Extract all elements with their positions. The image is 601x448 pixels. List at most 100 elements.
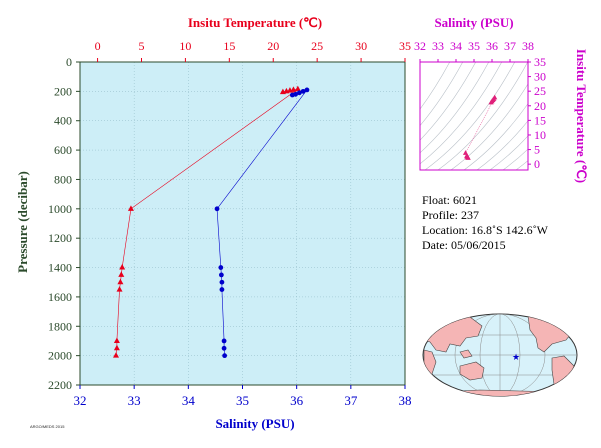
temperature-tick-label: 0 — [95, 39, 101, 53]
temperature-tick-label: 15 — [223, 39, 235, 53]
salinity-tick-label: 34 — [182, 393, 196, 408]
salinity-data-point — [218, 265, 224, 270]
temperature-data-point — [113, 337, 120, 343]
pressure-tick-label: 1800 — [48, 319, 72, 333]
salinity-data-point — [221, 345, 227, 351]
location-map: ★ — [422, 313, 578, 397]
ts-temperature-tick-label: 10 — [534, 128, 546, 142]
salinity-data-point — [222, 353, 228, 359]
density-contour — [420, 62, 503, 165]
float-location-star: ★ — [512, 353, 520, 363]
ts-salinity-tick-label: 33 — [432, 39, 444, 53]
ts-data-point — [465, 155, 471, 160]
temperature-data-point — [113, 352, 120, 358]
pressure-tick-label: 0 — [66, 55, 72, 69]
pressure-tick-label: 400 — [54, 114, 72, 128]
salinity-tick-label: 36 — [290, 393, 304, 408]
salinity-data-point — [219, 279, 225, 285]
temperature-data-point — [290, 86, 297, 92]
salinity-data-point — [304, 87, 310, 93]
pressure-tick-label: 1600 — [48, 290, 72, 304]
salinity-data-point — [218, 272, 224, 278]
density-contour — [424, 62, 516, 170]
density-contour — [420, 62, 490, 154]
ts-density-contours — [420, 62, 528, 170]
density-contour — [420, 62, 477, 141]
temperature-data-point — [127, 205, 134, 211]
density-contour — [502, 148, 528, 170]
pressure-tick-label: 1000 — [48, 202, 72, 216]
temperature-tick-label: 5 — [138, 39, 144, 53]
salinity-tick-label: 32 — [74, 393, 87, 408]
profile-plot-background — [80, 62, 405, 385]
ts-temperature-tick-label: 0 — [534, 157, 540, 171]
temperature-axis-title: Insitu Temperature (℃) — [188, 15, 322, 30]
temperature-data-point — [116, 286, 123, 292]
salinity-axis-title: Salinity (PSU) — [215, 416, 294, 431]
float-info-panel: Float: 6021 Profile: 237 Location: 16.8˚… — [422, 193, 548, 253]
profile-series-marks — [113, 85, 310, 359]
pressure-tick-label: 1200 — [48, 231, 72, 245]
pressure-tick-label: 2000 — [48, 349, 72, 363]
density-contour — [450, 83, 528, 170]
salinity-data-point — [293, 91, 298, 97]
ts-salinity-tick-label: 36 — [486, 39, 498, 53]
density-contour — [437, 62, 528, 170]
density-contour — [463, 103, 528, 170]
salinity-tick-label: 35 — [236, 393, 249, 408]
ts-salinity-tick-label: 35 — [468, 39, 480, 53]
temperature-data-point — [294, 85, 301, 92]
salinity-data-point — [300, 88, 306, 94]
temperature-data-point — [118, 271, 125, 277]
ts-temperature-tick-label: 35 — [534, 55, 546, 69]
pressure-tick-label: 1400 — [48, 261, 72, 275]
pressure-tick-label: 600 — [54, 143, 72, 157]
salinity-data-point — [214, 206, 220, 212]
temperature-tick-label: 10 — [179, 39, 191, 53]
float-id: Float: 6021 — [422, 193, 478, 207]
temperature-tick-label: 20 — [267, 39, 279, 53]
temperature-data-point — [113, 344, 120, 351]
ts-salinity-tick-label: 32 — [414, 39, 426, 53]
salinity-data-point — [221, 338, 227, 344]
pressure-axis-title: Pressure (decibar) — [15, 171, 30, 273]
density-contour — [489, 135, 528, 170]
density-contour — [420, 62, 464, 127]
temperature-data-point — [119, 264, 126, 270]
location-text: Location: 16.8˚S 142.6˚W — [422, 223, 548, 237]
ts-temperature-tick-label: 30 — [534, 70, 546, 84]
ts-temperature-tick-label: 25 — [534, 84, 546, 98]
ts-series-marks — [462, 94, 498, 160]
ts-plot-background — [420, 62, 528, 170]
pressure-tick-label: 800 — [54, 172, 72, 186]
ts-temperature-tick-label: 5 — [534, 143, 540, 157]
ts-salinity-tick-label: 34 — [450, 39, 462, 53]
temperature-tick-label: 30 — [355, 39, 367, 53]
profile-grid — [79, 61, 406, 386]
density-contour — [476, 120, 528, 170]
density-contour — [420, 62, 451, 110]
pressure-tick-label: 2200 — [48, 378, 72, 392]
ts-temperature-tick-label: 15 — [534, 113, 546, 127]
salinity-tick-label: 37 — [344, 393, 358, 408]
ts-temperature-axis-title: Insitu Temperature (℃) — [574, 49, 589, 183]
ts-temperature-tick-label: 20 — [534, 99, 546, 113]
ts-salinity-axis-title: Salinity (PSU) — [434, 15, 513, 30]
ts-salinity-tick-label: 37 — [504, 39, 516, 53]
salinity-data-point — [296, 90, 302, 96]
profile-number: Profile: 237 — [422, 208, 479, 222]
profile-axis-ticks: 0200400600800100012001400160018002000220… — [48, 39, 412, 408]
date-text: Date: 05/06/2015 — [422, 238, 506, 252]
profile-chart: 0200400600800100012001400160018002000220… — [15, 15, 412, 431]
temperature-tick-label: 35 — [399, 39, 411, 53]
salinity-data-point — [219, 287, 225, 292]
pressure-tick-label: 200 — [54, 84, 72, 98]
temperature-tick-label: 25 — [311, 39, 323, 53]
ts-salinity-tick-label: 38 — [522, 39, 534, 53]
salinity-tick-label: 33 — [128, 393, 141, 408]
temperature-data-point — [117, 278, 124, 285]
footer-credit: ARGO/MEDS 2015 — [30, 424, 65, 429]
salinity-tick-label: 38 — [399, 393, 412, 408]
